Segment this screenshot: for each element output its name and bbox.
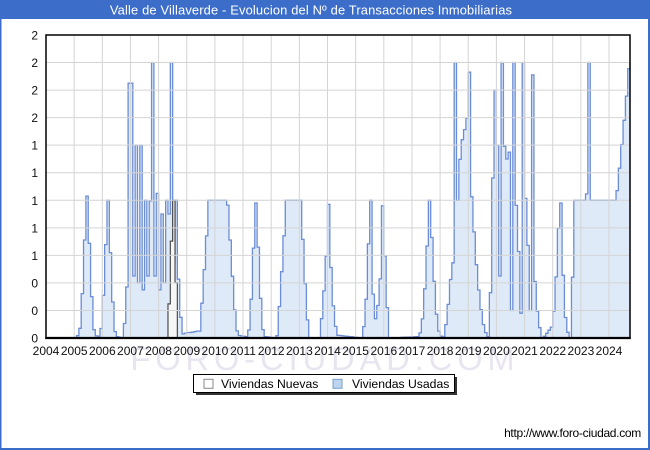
svg-text:FORO-CIUDAD.COM: FORO-CIUDAD.COM bbox=[130, 341, 519, 377]
svg-text:1: 1 bbox=[31, 166, 38, 180]
svg-text:2020: 2020 bbox=[483, 344, 510, 358]
svg-text:2016: 2016 bbox=[370, 344, 397, 358]
svg-text:2022: 2022 bbox=[539, 344, 566, 358]
svg-text:2014: 2014 bbox=[314, 344, 341, 358]
svg-text:2015: 2015 bbox=[342, 344, 369, 358]
svg-text:2: 2 bbox=[31, 84, 38, 98]
svg-text:2019: 2019 bbox=[455, 344, 482, 358]
svg-text:2005: 2005 bbox=[61, 344, 88, 358]
svg-text:Valle de Villaverde - Evolucio: Valle de Villaverde - Evolucion del Nº d… bbox=[110, 3, 512, 18]
svg-text:2004: 2004 bbox=[33, 344, 60, 358]
svg-text:2010: 2010 bbox=[202, 344, 229, 358]
svg-text:2007: 2007 bbox=[117, 344, 144, 358]
svg-text:2021: 2021 bbox=[511, 344, 538, 358]
svg-text:2006: 2006 bbox=[89, 344, 116, 358]
svg-text:2017: 2017 bbox=[399, 344, 426, 358]
svg-text:2013: 2013 bbox=[286, 344, 313, 358]
svg-text:1: 1 bbox=[31, 194, 38, 208]
svg-text:2024: 2024 bbox=[596, 344, 623, 358]
svg-text:0: 0 bbox=[31, 332, 38, 346]
svg-text:0: 0 bbox=[31, 304, 38, 318]
svg-text:2011: 2011 bbox=[230, 344, 256, 358]
svg-text:2009: 2009 bbox=[173, 344, 200, 358]
svg-text:Viviendas Nuevas: Viviendas Nuevas bbox=[221, 377, 318, 391]
svg-text:2: 2 bbox=[31, 56, 38, 70]
svg-text:2008: 2008 bbox=[145, 344, 172, 358]
svg-text:Viviendas Usadas: Viviendas Usadas bbox=[352, 377, 449, 391]
svg-text:2: 2 bbox=[31, 29, 38, 43]
svg-text:2018: 2018 bbox=[427, 344, 454, 358]
svg-text:1: 1 bbox=[31, 221, 38, 235]
svg-text:1: 1 bbox=[31, 249, 38, 263]
svg-text:2012: 2012 bbox=[258, 344, 285, 358]
svg-text:1: 1 bbox=[31, 139, 38, 153]
svg-text:2: 2 bbox=[31, 111, 38, 125]
svg-text:2023: 2023 bbox=[568, 344, 595, 358]
svg-text:0: 0 bbox=[31, 276, 38, 290]
svg-text:http://www.foro-ciudad.com: http://www.foro-ciudad.com bbox=[504, 426, 641, 440]
